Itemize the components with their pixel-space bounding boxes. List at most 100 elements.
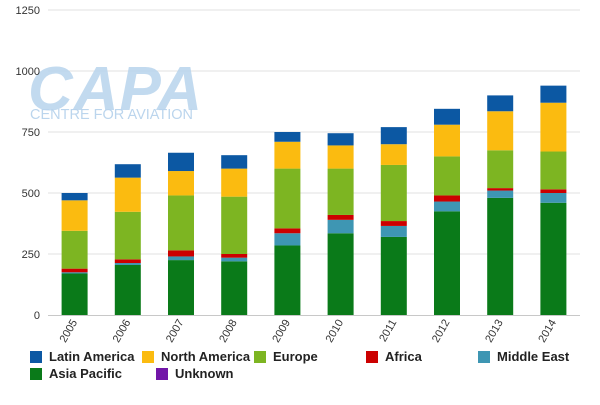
bar-segment (327, 168, 354, 215)
x-tick-label: 2013 (483, 318, 506, 345)
legend-label: Asia Pacific (49, 366, 122, 381)
bar-segment (61, 273, 88, 315)
bar-segment (487, 190, 514, 198)
y-tick-label: 500 (22, 188, 40, 200)
bar-segment (380, 144, 407, 165)
legend: Latin America North America Europe Africa Mi… (30, 348, 590, 382)
x-tick-label: 2007 (164, 318, 187, 345)
x-tick-label: 2008 (217, 318, 240, 345)
bar-segment (221, 155, 248, 169)
bar-segment (274, 233, 301, 246)
bar-segment (61, 272, 88, 274)
y-tick-label: 250 (22, 249, 40, 261)
legend-item[interactable]: Africa (366, 349, 478, 364)
legend-label: Africa (385, 349, 422, 364)
bar-segment (61, 193, 88, 201)
legend-item[interactable]: Middle East (478, 349, 590, 364)
bar-segment (168, 260, 194, 315)
x-tick-label: 2012 (430, 318, 453, 345)
bar-segment (487, 111, 514, 151)
bar-segment (434, 211, 460, 315)
legend-swatch (30, 350, 42, 363)
x-axis-tick-labels: 2005 2006 2007 2008 2009 2010 2011 2012 2013 2014 (58, 318, 559, 345)
bar-segment (114, 264, 141, 315)
bar-segment (487, 95, 514, 112)
legend-item[interactable]: North America (142, 349, 254, 364)
bar-segment (114, 211, 141, 260)
bar-segment (540, 85, 567, 103)
bar-segment (114, 263, 141, 265)
legend-item[interactable]: Asia Pacific (30, 366, 156, 381)
x-tick-label: 2006 (111, 318, 134, 345)
legend-label: Middle East (497, 349, 570, 364)
bar-segment (434, 124, 460, 157)
bar-segment (61, 230, 88, 269)
legend-swatch (366, 350, 378, 363)
bars (61, 85, 567, 315)
bar-segment (114, 164, 141, 178)
bar-segment (221, 261, 248, 315)
bar-segment (540, 202, 567, 315)
bar-segment (168, 152, 194, 172)
x-tick-label: 2005 (58, 318, 81, 345)
bar-segment (327, 233, 354, 315)
watermark-tagline: CENTRE FOR AVIATION (30, 107, 193, 123)
legend-swatch (156, 367, 168, 380)
bar-segment (274, 228, 301, 234)
bar-segment (274, 141, 301, 169)
y-tick-label: 1250 (16, 5, 40, 17)
bar-segment (487, 197, 514, 315)
bar-segment (221, 196, 248, 254)
bar-segment (168, 256, 194, 261)
legend-label: Europe (273, 349, 318, 364)
bar-segment (327, 219, 354, 234)
bar-segment (274, 168, 301, 229)
bar-segment (540, 193, 567, 203)
y-axis-tick-labels: 0 250 500 750 1000 1250 (16, 5, 40, 322)
bar-segment (114, 259, 141, 264)
x-tick-label: 2009 (270, 318, 293, 345)
bar-segment (168, 250, 194, 257)
bar-segment (168, 195, 194, 251)
bar-segment (327, 214, 354, 220)
bar-segment (540, 151, 567, 190)
bar-segment (434, 201, 460, 212)
bar-segment (540, 189, 567, 193)
bar-segment (380, 225, 407, 237)
capa-watermark: CAPA CENTRE FOR AVIATION (28, 55, 203, 124)
legend-item[interactable]: Latin America (30, 349, 142, 364)
bar-segment (61, 268, 88, 273)
bar-segment (487, 188, 514, 191)
x-tick-label: 2011 (377, 318, 399, 344)
bar-segment (221, 257, 248, 262)
legend-label: Latin America (49, 349, 135, 364)
legend-item[interactable]: Europe (254, 349, 366, 364)
x-tick-label: 2010 (324, 318, 347, 345)
legend-row: Asia Pacific Unknown (30, 365, 590, 382)
legend-label: Unknown (175, 366, 234, 381)
bar-segment (380, 164, 407, 222)
bar-segment (434, 195, 460, 202)
legend-item[interactable]: Unknown (156, 366, 282, 381)
bar-segment (221, 168, 248, 197)
bar-segment (274, 132, 301, 142)
bar-segment (380, 221, 407, 226)
bar-segment (114, 177, 141, 212)
bar-segment (327, 145, 354, 169)
bar-segment (61, 200, 88, 231)
bar-segment (540, 102, 567, 152)
legend-row: Latin America North America Europe Africa Mi… (30, 348, 590, 365)
y-tick-label: 1000 (16, 66, 40, 78)
y-tick-label: 0 (34, 310, 40, 322)
legend-swatch (142, 350, 154, 363)
bar-segment (274, 245, 301, 315)
bar-segment (380, 236, 407, 315)
watermark-logo: CAPA (28, 55, 203, 124)
bar-segment (327, 133, 354, 146)
legend-label: North America (161, 349, 251, 364)
y-tick-label: 750 (22, 127, 40, 139)
bar-segment (221, 254, 248, 258)
legend-swatch (30, 367, 42, 380)
